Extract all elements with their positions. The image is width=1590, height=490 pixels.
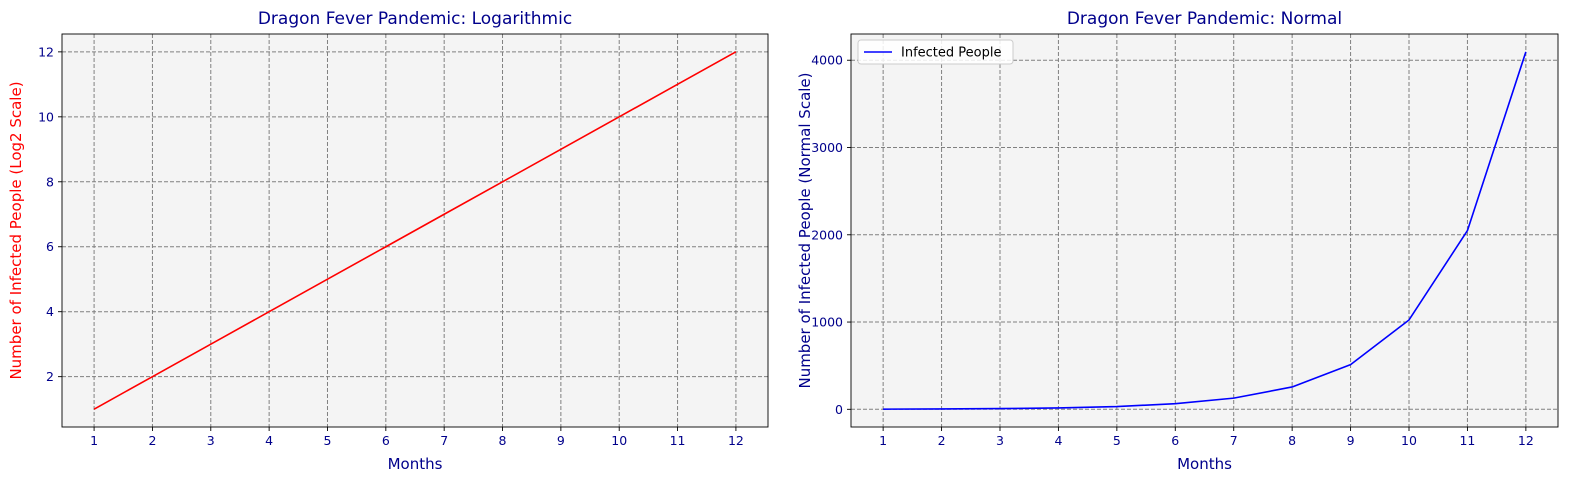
log-x-tick-label: 4: [265, 433, 273, 448]
normal-y-axis-label: Number of Infected People (Normal Scale): [796, 72, 814, 388]
normal-legend-label: Infected People: [901, 46, 1001, 61]
log-x-tick-label: 5: [324, 433, 332, 448]
log-x-tick-label: 10: [611, 433, 627, 448]
normal-y-tick-label: 2000: [811, 227, 843, 242]
normal-x-tick-label: 11: [1459, 433, 1475, 448]
normal-x-tick-label: 5: [1113, 433, 1121, 448]
normal-x-tick-label: 12: [1518, 433, 1534, 448]
normal-y-tick-label: 0: [835, 402, 843, 417]
normal-x-tick-label: 10: [1401, 433, 1417, 448]
log-chart-title: Dragon Fever Pandemic: Logarithmic: [258, 9, 572, 29]
log-x-tick-label: 7: [440, 433, 448, 448]
log-y-tick-label: 2: [46, 369, 54, 384]
normal-axes-frame: [850, 33, 1559, 428]
normal-x-tick-label: 4: [1054, 433, 1062, 448]
normal-series-line: [883, 51, 1527, 410]
normal-y-tick-label: 1000: [811, 315, 843, 330]
normal-x-tick-label: 7: [1230, 433, 1238, 448]
normal-legend-box: [857, 39, 1014, 65]
log-y-tick-label: 10: [38, 109, 54, 124]
normal-x-tick-label: 1: [879, 433, 887, 448]
log-y-tick-label: 12: [38, 44, 54, 59]
normal-x-tick-label: 6: [1171, 433, 1179, 448]
log-x-tick-label: 9: [557, 433, 565, 448]
log-x-tick-label: 12: [728, 433, 744, 448]
log-y-tick-label: 4: [46, 304, 54, 319]
log-y-axis-label: Number of Infected People (Log2 Scale): [7, 81, 25, 379]
normal-plot-area: [851, 34, 1558, 427]
log-x-tick-label: 8: [499, 433, 507, 448]
log-x-tick-label: 11: [670, 433, 686, 448]
normal-x-tick-label: 9: [1347, 433, 1355, 448]
normal-y-tick-label: 3000: [811, 140, 843, 155]
log-y-tick-label: 8: [46, 174, 54, 189]
log-x-tick-label: 1: [90, 433, 98, 448]
normal-chart-title: Dragon Fever Pandemic: Normal: [1067, 9, 1342, 29]
normal-y-tick-label: 4000: [811, 53, 843, 68]
normal-x-tick-label: 3: [996, 433, 1004, 448]
normal-x-tick-label: 2: [938, 433, 946, 448]
normal-x-axis-label: Months: [1177, 455, 1232, 473]
log-axes-frame: [61, 33, 769, 428]
log-x-axis-label: Months: [388, 455, 443, 473]
normal-legend: Infected People: [857, 39, 1014, 65]
log-x-tick-label: 6: [382, 433, 390, 448]
log-x-tick-label: 2: [148, 433, 156, 448]
normal-x-tick-label: 8: [1288, 433, 1296, 448]
log-x-tick-label: 3: [207, 433, 215, 448]
log-y-tick-label: 6: [46, 239, 54, 254]
log-series-line: [93, 51, 737, 410]
